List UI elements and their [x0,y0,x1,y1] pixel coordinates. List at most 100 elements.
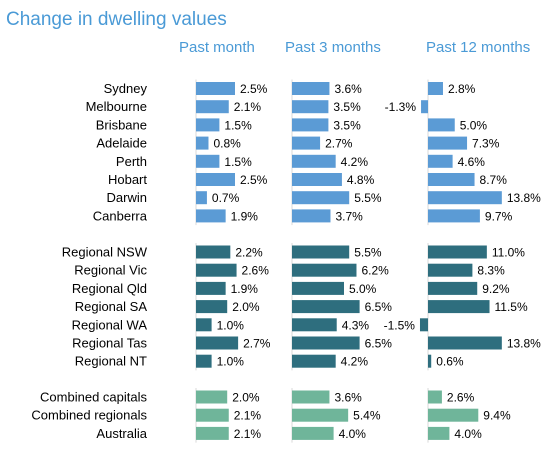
bar-regional-tas-1 [292,336,360,350]
value-label-melbourne-2: -1.3% [385,100,417,114]
value-label-darwin-0: 0.7% [212,191,240,205]
value-label-canberra-1: 3.7% [335,209,363,223]
bar-canberra-1 [292,209,331,223]
bar-regional-wa-1 [292,318,337,332]
bar-regional-wa-0 [196,318,212,332]
value-label-regional-nt-2: 0.6% [436,355,464,369]
bar-canberra-2 [428,209,480,223]
value-label-australia-1: 4.0% [339,427,367,441]
value-label-hobart-2: 8.7% [480,173,508,187]
value-label-regional-wa-0: 1.0% [217,318,245,332]
bar-regional-vic-2 [428,263,473,277]
bar-sydney-0 [196,82,235,95]
bar-sydney-2 [428,82,443,95]
value-label-hobart-1: 4.8% [347,173,375,187]
row-label-australia: Australia [96,426,147,441]
value-label-regional-tas-1: 6.5% [365,337,393,351]
bar-regional-nsw-1 [292,245,350,259]
row-label-regional-tas: Regional Tas [72,336,147,351]
value-label-regional-nsw-0: 2.2% [235,246,263,260]
row-label-sydney: Sydney [104,81,148,96]
value-label-regional-wa-2: -1.5% [384,318,416,332]
value-label-melbourne-1: 3.5% [333,100,361,114]
value-label-combined-regionals-1: 5.4% [353,409,381,423]
row-label-regional-qld: Regional Qld [72,281,147,296]
bar-regional-nt-1 [292,354,336,368]
bar-regional-nsw-2 [428,245,487,259]
bar-regional-nt-0 [196,354,212,368]
bar-melbourne-0 [196,100,229,114]
bar-regional-vic-0 [196,263,237,277]
chart-title: Change in dwelling values [6,9,227,30]
value-label-regional-vic-2: 8.3% [477,264,505,278]
value-label-canberra-0: 1.9% [231,209,259,223]
value-label-darwin-1: 5.5% [354,191,382,205]
bar-hobart-2 [428,173,475,186]
bar-perth-1 [292,154,336,168]
bar-regional-vic-1 [292,263,357,277]
value-label-adelaide-0: 0.8% [213,137,241,151]
value-label-hobart-0: 2.5% [240,173,268,187]
bar-brisbane-0 [196,118,220,132]
value-label-regional-nsw-1: 5.5% [354,246,382,260]
value-label-regional-vic-0: 2.6% [242,264,270,278]
row-label-regional-sa: Regional SA [75,299,148,314]
row-label-brisbane: Brisbane [96,117,147,132]
bar-combined-regionals-2 [428,408,479,422]
bar-perth-2 [428,154,453,168]
bar-regional-sa-2 [428,300,490,314]
bar-perth-0 [196,154,220,168]
bar-canberra-0 [196,209,226,223]
value-label-melbourne-0: 2.1% [234,100,262,114]
value-label-perth-0: 1.5% [224,155,252,169]
bar-brisbane-1 [292,118,329,132]
value-label-sydney-0: 2.5% [240,82,268,96]
bar-darwin-0 [196,191,207,205]
bar-regional-nt-2 [428,354,432,368]
bar-regional-wa-2 [419,318,428,332]
value-label-australia-2: 4.0% [454,427,482,441]
row-label-regional-wa: Regional WA [72,317,148,332]
bar-australia-2 [428,426,450,440]
row-label-regional-nsw: Regional NSW [62,245,148,260]
bar-adelaide-0 [196,136,209,150]
row-label-regional-vic: Regional Vic [74,263,147,278]
value-label-combined-capitals-1: 3.6% [334,391,362,405]
bar-australia-1 [292,426,334,440]
value-label-combined-capitals-0: 2.0% [232,391,260,405]
value-label-canberra-2: 9.7% [485,209,513,223]
bar-hobart-1 [292,173,342,186]
value-label-regional-qld-2: 9.2% [482,282,510,296]
value-label-perth-2: 4.6% [458,155,486,169]
bar-darwin-1 [292,191,350,205]
bar-australia-0 [196,426,229,440]
value-label-regional-wa-1: 4.3% [342,318,370,332]
value-label-regional-vic-1: 6.2% [361,264,389,278]
value-label-regional-nt-0: 1.0% [217,355,245,369]
value-label-regional-sa-1: 6.5% [365,300,393,314]
bar-melbourne-1 [292,100,329,114]
bar-combined-capitals-1 [292,390,330,404]
bar-brisbane-2 [428,118,455,132]
row-label-combined-regionals: Combined regionals [31,408,147,423]
value-label-sydney-1: 3.6% [334,82,362,96]
bar-hobart-0 [196,173,235,186]
header-past-month: Past month [179,39,255,56]
bar-adelaide-2 [428,136,468,150]
value-label-regional-qld-0: 1.9% [231,282,259,296]
chart-marks: Sydney 2.5% 3.6% 2.8% Melbourne 2.1% 3.5% -1.3%… [31,79,541,443]
value-label-regional-sa-0: 2.0% [232,300,260,314]
row-label-combined-capitals: Combined capitals [40,390,147,405]
bar-regional-sa-1 [292,300,360,314]
bar-regional-tas-0 [196,336,239,350]
value-label-regional-nt-1: 4.2% [341,355,369,369]
bar-regional-qld-1 [292,281,344,295]
value-label-combined-regionals-0: 2.1% [234,409,262,423]
value-label-brisbane-0: 1.5% [224,118,252,132]
bar-regional-tas-2 [428,336,502,350]
bar-regional-qld-2 [428,281,478,295]
value-label-combined-regionals-2: 9.4% [483,409,511,423]
bar-regional-sa-0 [196,300,228,314]
bar-combined-regionals-0 [196,408,229,422]
